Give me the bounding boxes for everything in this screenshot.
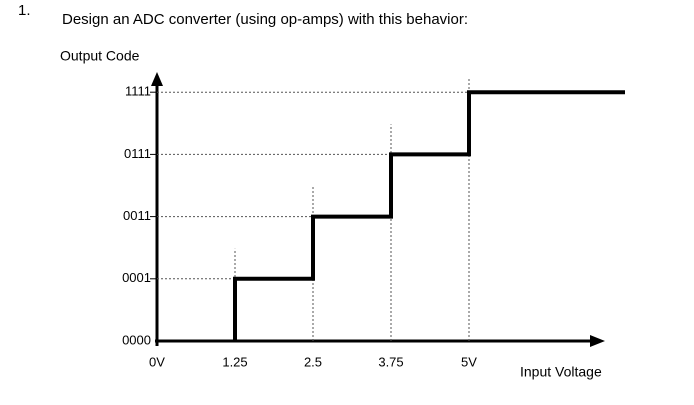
x-axis-arrow [590,335,605,347]
x-tick-label: 3.75 [378,354,403,369]
y-tick-label: 0011 [123,208,151,223]
y-tick-label: 0000 [122,332,151,347]
x-tick-label: 2.5 [304,354,322,369]
y-tick-label: 1111 [125,84,151,99]
x-axis-label: Input Voltage [520,364,602,380]
step-line [233,90,625,341]
y-tick-label: 0111 [124,146,151,161]
x-tick-label: 0V [149,354,165,369]
y-axis-arrow [151,72,163,86]
x-tick-label: 5V [461,354,477,369]
question-number: 1. [18,2,31,19]
question-text: Design an ADC converter (using op-amps) … [62,11,469,28]
x-tick-label: 1.25 [222,354,247,369]
y-axis-label: Output Code [60,48,140,64]
y-tick-label: 0001 [122,270,151,285]
